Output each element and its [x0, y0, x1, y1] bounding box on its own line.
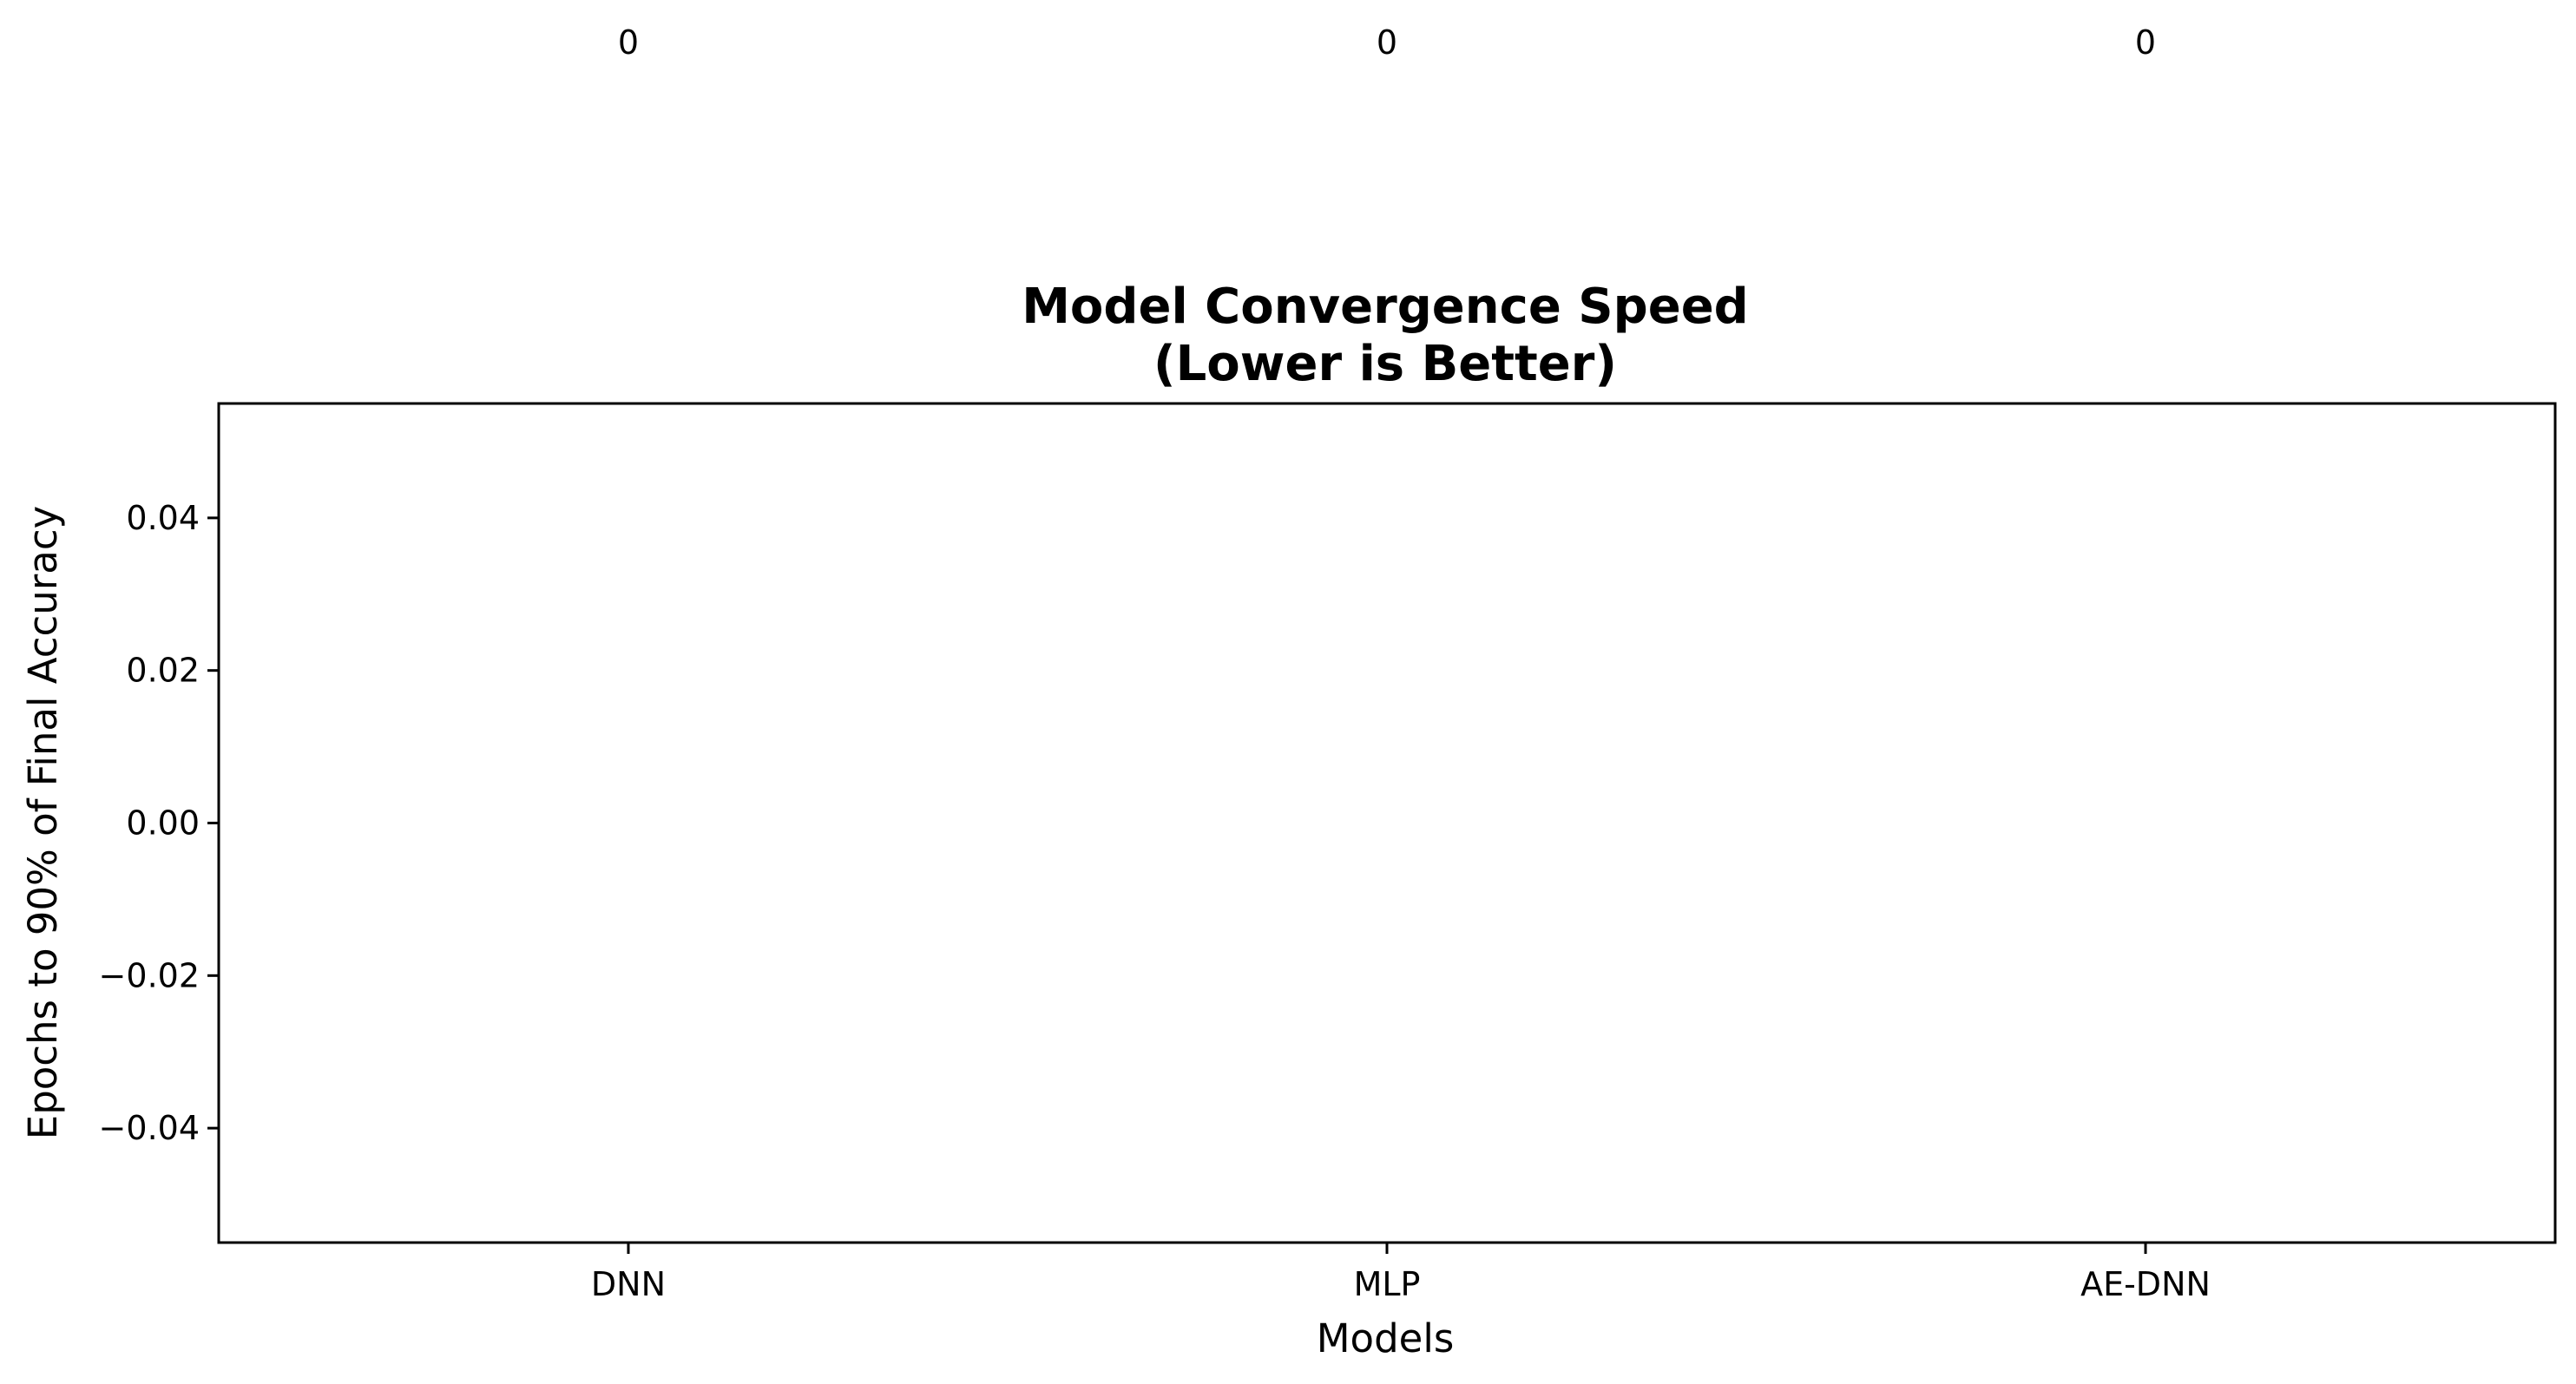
- chart-title-line-1: Model Convergence Speed: [1022, 279, 1749, 335]
- chart-title: Model Convergence Speed (Lower is Better…: [1022, 279, 1749, 392]
- plot-area-frame: [217, 402, 2557, 1244]
- bar-data-label: 0: [618, 23, 639, 62]
- x-axis-title: Models: [1317, 1315, 1455, 1361]
- y-axis-title: Epochs to 90% of Final Accuracy: [20, 506, 66, 1139]
- y-tick-label: −0.02: [99, 956, 200, 994]
- y-tick-label: −0.04: [99, 1109, 200, 1147]
- bar-data-label: 0: [1377, 23, 1397, 62]
- y-tick-label: 0.00: [126, 804, 200, 843]
- y-tick-label: 0.04: [126, 499, 200, 537]
- bar-data-label: 0: [2135, 23, 2156, 62]
- y-axis-ticks: 0.04 0.02 0.00 −0.02 −0.04: [99, 499, 219, 1147]
- chart-title-line-2: (Lower is Better): [1153, 336, 1617, 392]
- x-axis-ticks: DNN MLP AE-DNN: [591, 1243, 2211, 1303]
- x-tick-label: AE-DNN: [2080, 1265, 2211, 1303]
- y-tick-label: 0.02: [126, 652, 200, 690]
- x-tick-label: MLP: [1354, 1265, 1421, 1303]
- bar-data-labels: 0 0 0: [618, 23, 2156, 62]
- x-tick-label: DNN: [591, 1265, 666, 1303]
